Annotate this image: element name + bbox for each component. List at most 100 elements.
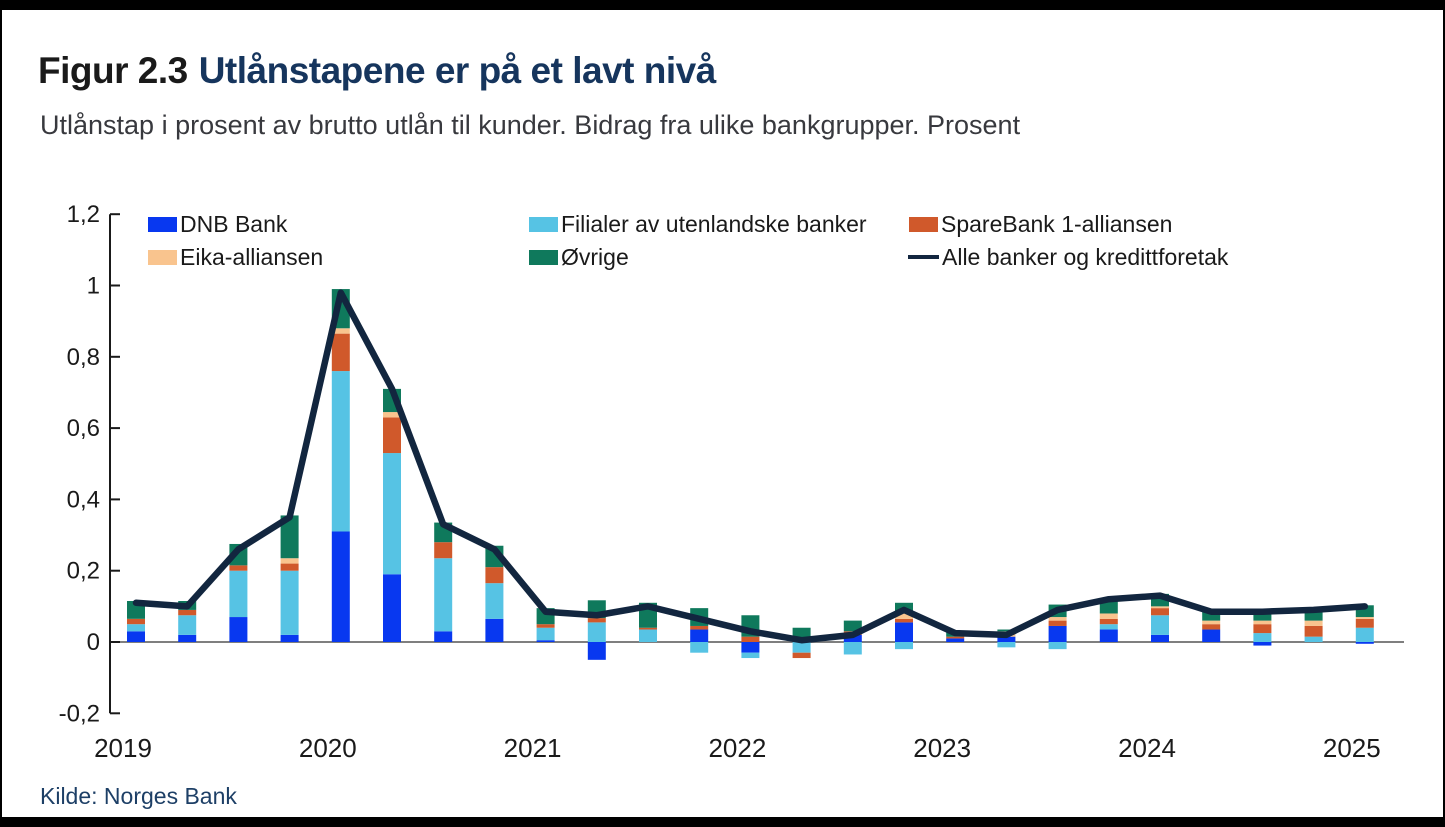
bar-segment-2-q11 [690,625,709,630]
y-axis-label: 0 [87,629,100,656]
bar-segment-0-q6 [434,631,453,642]
bar-segment-1-q20 [1151,615,1169,635]
bar-segment-3-q19 [1099,613,1118,619]
bar-segment-1-q13 [792,642,811,653]
bar-segment-0-q7 [485,618,504,642]
legend-swatch-sparebank1 [909,216,938,232]
legend-label-filialer: Filialer av utenlandske banker [561,210,867,237]
figure-number: Figur 2.3 [38,50,188,91]
bar-segment-1-q12 [741,652,760,659]
bar-segment-1-q7 [485,583,504,619]
y-axis-label: 0,4 [67,486,100,513]
bar-segment-0-q22 [1253,642,1272,646]
bar-segment-4-q17 [997,629,1016,632]
bar-segment-2-q23 [1304,625,1323,637]
bar-segment-1-q19 [1099,624,1118,630]
x-axis-label: 2019 [94,733,152,763]
bar-segment-0-q17 [997,636,1016,642]
bar-segment-3-q18 [1048,617,1067,621]
bar-segment-0-q16 [946,638,965,642]
bar-segment-2-q21 [1202,624,1221,630]
legend-label-eika: Eika-alliansen [180,243,324,270]
figure-title-text: Utlånstapene er på et lavt nivå [198,50,717,91]
bar-segment-1-q22 [1253,633,1272,642]
bar-segment-1-q17 [997,642,1016,648]
frame-bottom-bar [2,817,1445,827]
bar-segment-4-q21 [1202,609,1221,621]
bar-segment-1-q6 [434,558,453,632]
legend-swatch-filialer [529,216,558,232]
y-axis-label: -0,2 [59,700,100,727]
legend-item-filialer: Filialer av utenlandske banker [529,210,867,237]
bar-segment-1-q9 [587,622,606,642]
x-axis-label: 2022 [708,733,766,763]
bar-segment-0-q2 [229,617,248,642]
bar-segment-0-q11 [690,629,709,642]
source-note: Kilde: Norges Bank [40,783,237,809]
figure-subtitle: Utlånstap i prosent av brutto utlån til … [40,110,1021,140]
x-axis-label: 2023 [913,733,971,763]
bar-segment-2-q15 [895,618,913,623]
bar-segment-2-q19 [1099,618,1118,625]
legend-swatch-ovrige [529,249,558,265]
bar-segment-2-q0 [127,618,145,625]
bar-segment-1-q11 [690,642,709,653]
x-axis-label: 2020 [299,733,357,763]
x-axis-label: 2024 [1118,733,1176,763]
bar-segment-4-q24 [1355,605,1374,618]
legend-label-total-line: Alle banker og kredittforetak [942,243,1229,270]
bar-segment-4-q14 [843,620,862,632]
bar-segment-1-q3 [280,570,299,635]
legend-label-dnb: DNB Bank [180,210,288,237]
bar-segment-2-q20 [1151,608,1169,616]
bar-segment-1-q14 [843,642,862,655]
bar-segment-2-q3 [280,563,299,571]
bar-segment-3-q20 [1151,606,1169,609]
bar-segment-0-q14 [843,634,862,642]
legend-item-sparebank1: SpareBank 1-alliansen [909,210,1173,237]
bar-segment-0-q4 [331,531,350,642]
bar-segment-0-q1 [178,634,197,642]
bar-segment-2-q13 [792,652,811,659]
legend-swatch-total-line [908,255,939,259]
bar-segment-3-q24 [1355,617,1374,619]
y-axis-label: 0,8 [67,344,100,371]
legend-label-ovrige: Øvrige [561,243,629,270]
y-axis-label: 1 [87,273,100,300]
legend-label-sparebank1: SpareBank 1-alliansen [941,210,1173,237]
bar-segment-2-q24 [1355,618,1374,628]
bar-segment-2-q10 [639,627,657,630]
bar-segment-3-q15 [895,611,913,619]
bar-segment-3-q22 [1253,620,1272,625]
bar-segment-1-q5 [383,453,401,575]
bar-segment-3-q23 [1304,620,1323,626]
legend-item-total-line: Alle banker og kredittforetak [908,243,1229,270]
bar-segment-3-q5 [383,412,401,418]
bar-segment-0-q9 [587,642,606,660]
legend-item-dnb: DNB Bank [148,210,288,237]
bar-segment-1-q0 [127,624,145,632]
bar-segment-2-q5 [383,417,401,454]
bar-segment-1-q2 [229,570,248,618]
bar-segment-0-q0 [127,631,145,642]
bar-segment-2-q2 [229,565,248,571]
bar-segment-2-q4 [331,333,350,372]
bar-segment-1-q1 [178,615,197,635]
bar-segment-1-q10 [639,629,657,642]
bar-segment-0-q21 [1202,629,1221,642]
bar-segment-3-q3 [280,558,299,564]
legend-swatch-eika [148,249,177,265]
bar-segment-0-q20 [1151,634,1169,642]
bar-segment-0-q5 [383,574,401,642]
bar-segment-1-q8 [536,627,555,641]
bar-segment-1-q18 [1048,642,1067,650]
bar-segment-2-q9 [587,618,606,623]
y-axis-label: 0,6 [67,415,100,442]
bar-segment-0-q12 [741,642,760,653]
legend-item-ovrige: Øvrige [529,243,629,270]
bar-segment-1-q24 [1355,627,1374,642]
frame-top-bar [2,0,1445,10]
bar-segment-1-q15 [895,642,913,650]
bar-segment-2-q1 [178,609,197,616]
bar-segment-0-q8 [536,640,555,642]
